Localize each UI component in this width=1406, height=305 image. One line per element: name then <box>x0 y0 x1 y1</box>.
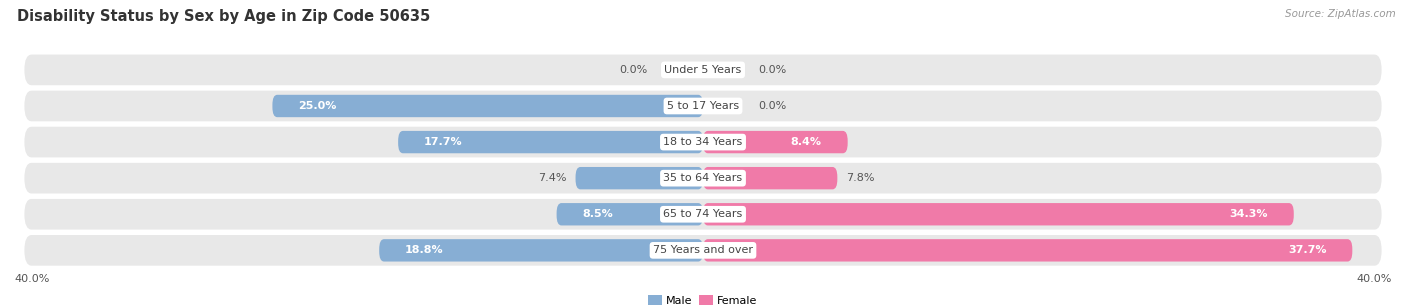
FancyBboxPatch shape <box>703 203 1294 225</box>
FancyBboxPatch shape <box>703 131 848 153</box>
Text: 0.0%: 0.0% <box>758 101 786 111</box>
Text: Source: ZipAtlas.com: Source: ZipAtlas.com <box>1285 9 1396 19</box>
Text: Under 5 Years: Under 5 Years <box>665 65 741 75</box>
Text: Disability Status by Sex by Age in Zip Code 50635: Disability Status by Sex by Age in Zip C… <box>17 9 430 24</box>
Text: 17.7%: 17.7% <box>425 137 463 147</box>
Text: 37.7%: 37.7% <box>1288 245 1326 255</box>
Legend: Male, Female: Male, Female <box>644 291 762 305</box>
Text: 18 to 34 Years: 18 to 34 Years <box>664 137 742 147</box>
FancyBboxPatch shape <box>24 55 1382 85</box>
Text: 35 to 64 Years: 35 to 64 Years <box>664 173 742 183</box>
FancyBboxPatch shape <box>575 167 703 189</box>
FancyBboxPatch shape <box>703 239 1353 262</box>
FancyBboxPatch shape <box>380 239 703 262</box>
Text: 0.0%: 0.0% <box>758 65 786 75</box>
FancyBboxPatch shape <box>557 203 703 225</box>
Text: 8.4%: 8.4% <box>790 137 823 147</box>
FancyBboxPatch shape <box>398 131 703 153</box>
FancyBboxPatch shape <box>24 91 1382 121</box>
Text: 18.8%: 18.8% <box>405 245 444 255</box>
Text: 34.3%: 34.3% <box>1229 209 1268 219</box>
Text: 40.0%: 40.0% <box>14 274 49 284</box>
Text: 40.0%: 40.0% <box>1357 274 1392 284</box>
FancyBboxPatch shape <box>273 95 703 117</box>
Text: 7.8%: 7.8% <box>846 173 875 183</box>
FancyBboxPatch shape <box>24 163 1382 193</box>
Text: 65 to 74 Years: 65 to 74 Years <box>664 209 742 219</box>
FancyBboxPatch shape <box>24 235 1382 266</box>
Text: 0.0%: 0.0% <box>620 65 648 75</box>
FancyBboxPatch shape <box>24 127 1382 157</box>
FancyBboxPatch shape <box>703 167 838 189</box>
Text: 7.4%: 7.4% <box>538 173 567 183</box>
Text: 25.0%: 25.0% <box>298 101 336 111</box>
FancyBboxPatch shape <box>24 199 1382 230</box>
Text: 5 to 17 Years: 5 to 17 Years <box>666 101 740 111</box>
Text: 8.5%: 8.5% <box>582 209 613 219</box>
Text: 75 Years and over: 75 Years and over <box>652 245 754 255</box>
